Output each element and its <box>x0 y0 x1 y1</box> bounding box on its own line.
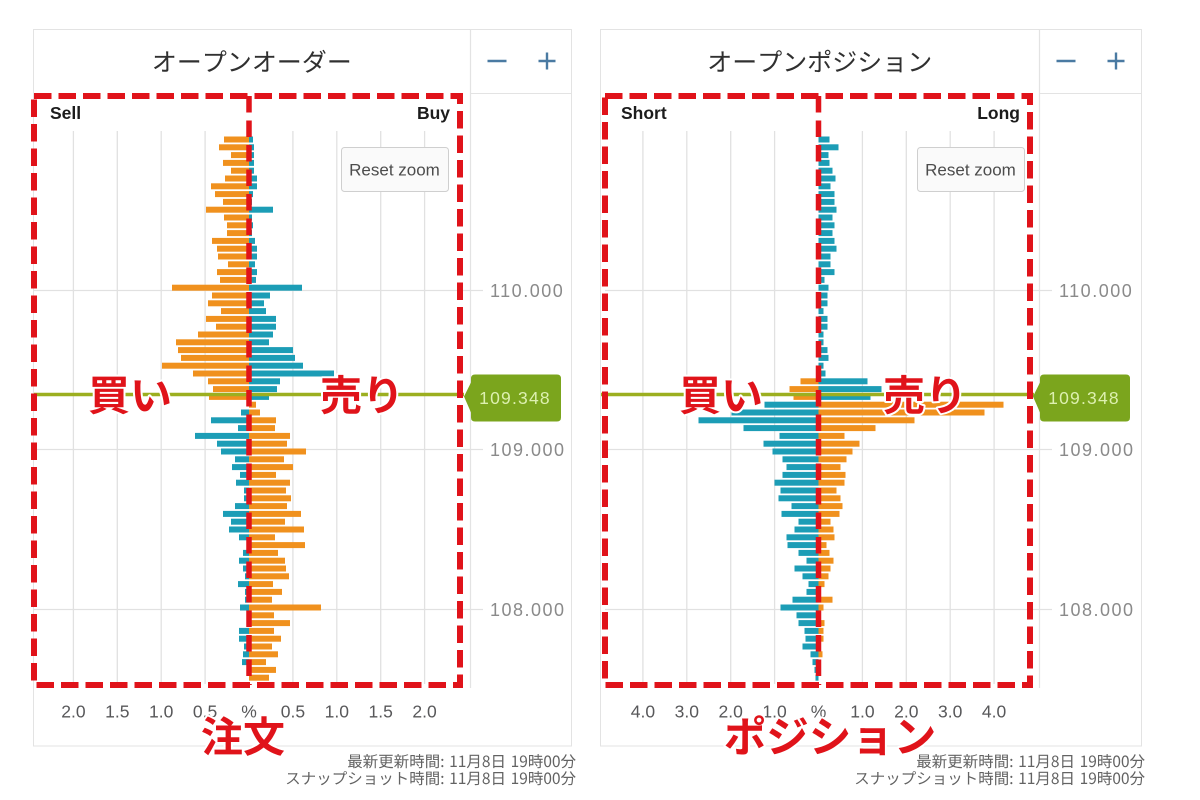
svg-text:2.0: 2.0 <box>412 702 437 722</box>
svg-text:108.000: 108.000 <box>490 600 566 620</box>
svg-text:0.5: 0.5 <box>281 702 305 722</box>
svg-text:1.0: 1.0 <box>149 702 174 722</box>
svg-text:1.5: 1.5 <box>105 702 129 722</box>
svg-text:2.0: 2.0 <box>719 702 744 722</box>
svg-text:110.000: 110.000 <box>490 281 564 301</box>
svg-text:109.348: 109.348 <box>1048 388 1120 408</box>
svg-text:109.348: 109.348 <box>479 388 551 408</box>
svg-text:%: % <box>241 702 257 722</box>
svg-text:108.000: 108.000 <box>1059 600 1135 620</box>
svg-text:2.0: 2.0 <box>61 702 86 722</box>
svg-text:1.0: 1.0 <box>325 702 350 722</box>
svg-text:Buy: Buy <box>417 103 450 123</box>
svg-text:Short: Short <box>621 103 667 123</box>
svg-text:1.0: 1.0 <box>762 702 787 722</box>
svg-text:109.000: 109.000 <box>490 440 566 460</box>
svg-text:Reset zoom: Reset zoom <box>349 161 440 180</box>
svg-text:1.5: 1.5 <box>369 702 393 722</box>
svg-text:Reset zoom: Reset zoom <box>925 161 1016 180</box>
svg-text:Long: Long <box>977 103 1020 123</box>
svg-text:3.0: 3.0 <box>938 702 963 722</box>
svg-text:110.000: 110.000 <box>1059 281 1133 301</box>
svg-text:109.000: 109.000 <box>1059 440 1135 460</box>
svg-text:3.0: 3.0 <box>675 702 700 722</box>
svg-text:4.0: 4.0 <box>631 702 656 722</box>
svg-text:2.0: 2.0 <box>894 702 919 722</box>
svg-text:4.0: 4.0 <box>982 702 1007 722</box>
svg-text:Sell: Sell <box>50 103 81 123</box>
svg-text:1.0: 1.0 <box>850 702 875 722</box>
